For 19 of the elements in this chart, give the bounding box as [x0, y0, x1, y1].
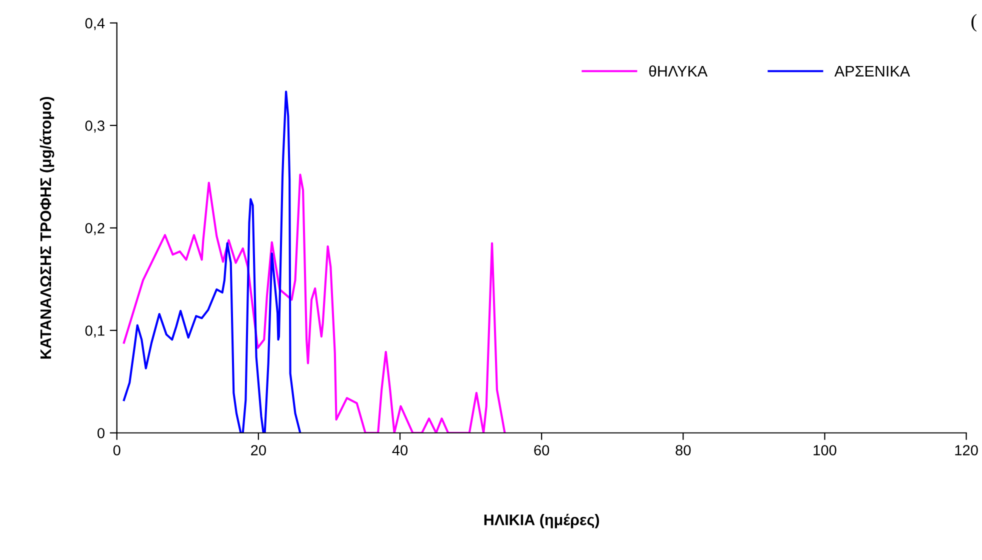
- x-tick-label: 60: [534, 445, 550, 456]
- y-tick-label: 0,3: [85, 120, 104, 133]
- y-tick-label: 0: [98, 428, 104, 438]
- x-tick-label: 120: [955, 445, 978, 456]
- line-series: [122, 174, 506, 433]
- x-tick-label: 100: [814, 445, 836, 456]
- y-tick-label: 0,1: [85, 326, 104, 338]
- x-tick-label: 40: [392, 445, 408, 456]
- x-tick-label: 0: [113, 445, 120, 456]
- line-series: [122, 90, 302, 433]
- y-tick-label: 0,2: [85, 223, 104, 236]
- legend-label: θΗΛΥΚΑ: [649, 65, 708, 77]
- legend-label: ΑΡΣΕΝΙΚΑ: [834, 66, 910, 76]
- y-tick-label: 0,4: [85, 18, 105, 30]
- text: (: [971, 14, 976, 32]
- x-axis-title: ΗΛΙΚΙΑ (ημέρες): [484, 514, 600, 528]
- y-axis-title: ΚΑΤΑΝΑΛΩΣΗΣ ΤΡΟΦΗΣ (μg/άτομο): [40, 96, 54, 359]
- x-tick-label: 20: [251, 445, 266, 456]
- x-tick-label: 80: [676, 445, 691, 456]
